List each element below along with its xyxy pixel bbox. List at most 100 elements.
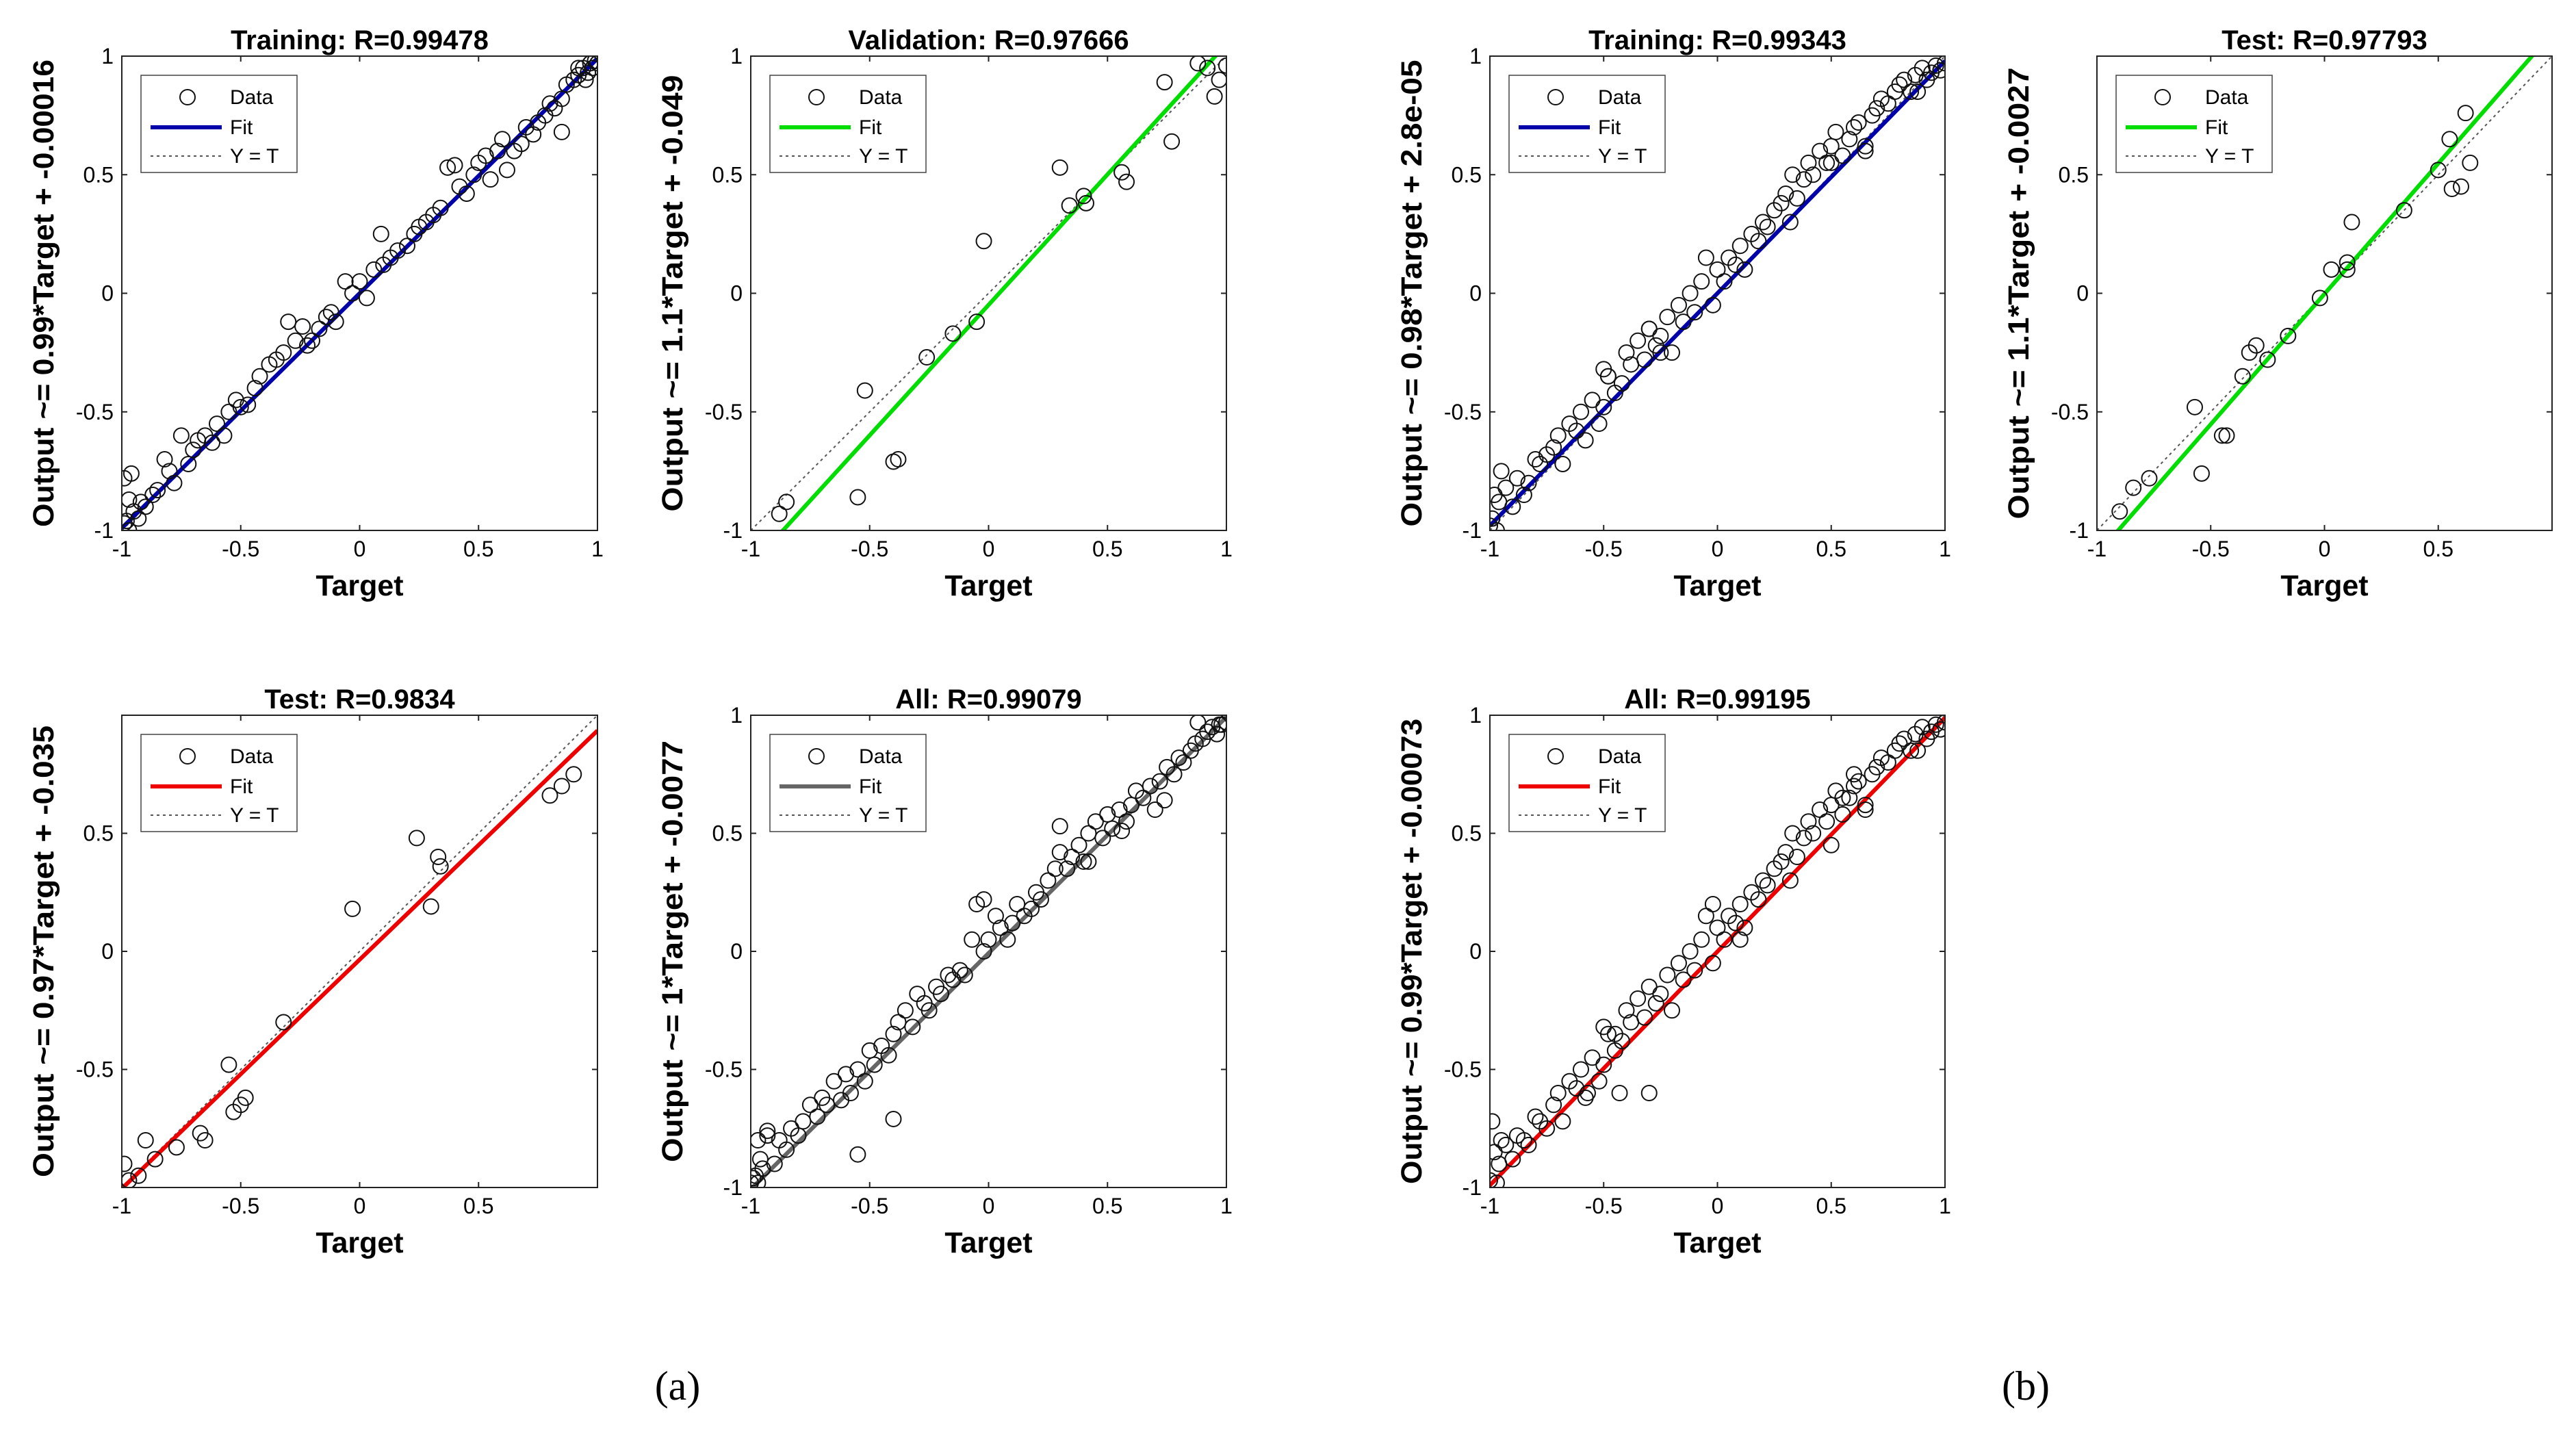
data-point xyxy=(399,237,415,255)
data-point xyxy=(498,162,515,179)
data-point xyxy=(553,90,570,107)
x-tick-label: 1 xyxy=(1220,1194,1233,1218)
data-point xyxy=(580,64,597,81)
data-point xyxy=(1004,914,1021,932)
data-point xyxy=(1080,825,1097,842)
data-point xyxy=(1577,432,1594,449)
y-tick-label: 0 xyxy=(1469,939,1482,964)
data-point xyxy=(1704,955,1721,972)
y-tick-label: 1 xyxy=(1469,44,1482,68)
data-point xyxy=(1659,966,1676,984)
data-point xyxy=(1909,742,1927,759)
data-point xyxy=(1490,1174,1505,1187)
data-point xyxy=(1061,197,1078,214)
x-axis-label: Target xyxy=(1673,569,1761,602)
data-point xyxy=(2441,131,2458,148)
data-point xyxy=(1175,754,1192,771)
data-point xyxy=(1652,344,1669,361)
data-point xyxy=(1868,100,1885,117)
x-tick-label: -1 xyxy=(741,1194,760,1218)
data-point xyxy=(1822,836,1840,853)
data-point xyxy=(838,1066,854,1083)
data-point xyxy=(161,463,178,480)
data-point xyxy=(240,396,257,413)
data-point xyxy=(1716,273,1733,290)
x-tick-label: 0 xyxy=(1712,1194,1724,1218)
data-point xyxy=(246,380,263,397)
legend: Data Fit Y = T xyxy=(140,734,298,832)
data-point xyxy=(304,332,320,349)
x-tick-label: -1 xyxy=(1480,537,1499,561)
data-point xyxy=(1113,823,1131,840)
legend-fit-label: Fit xyxy=(1598,116,1621,139)
data-point xyxy=(1697,249,1714,266)
data-point xyxy=(2343,214,2360,231)
legend-data-marker xyxy=(808,89,825,105)
data-point xyxy=(525,126,542,143)
data-point xyxy=(1795,830,1812,847)
data-point xyxy=(1520,1136,1537,1153)
data-point xyxy=(849,489,866,506)
data-point xyxy=(344,900,361,917)
legend: Data Fit Y = T xyxy=(769,734,927,832)
data-point xyxy=(1595,1056,1612,1073)
data-point xyxy=(1023,900,1040,917)
data-point xyxy=(1682,943,1699,960)
data-point xyxy=(1075,853,1092,870)
data-point xyxy=(866,1056,883,1073)
data-point xyxy=(432,858,449,875)
data-point xyxy=(1750,891,1767,908)
x-tick-label: -1 xyxy=(2087,537,2107,561)
data-point xyxy=(1846,118,1862,136)
y-tick-label: -0.5 xyxy=(705,1057,743,1082)
data-point xyxy=(920,1002,938,1019)
data-point xyxy=(2462,154,2479,171)
data-point xyxy=(751,1170,762,1187)
legend-data-label: Data xyxy=(1598,745,1642,768)
data-point xyxy=(1573,1061,1589,1078)
legend-identity-label: Y = T xyxy=(2205,145,2254,168)
data-point xyxy=(123,465,140,482)
subfigure-label-b: (b) xyxy=(2002,1363,2050,1409)
panels: -1 -0.5 0 0.5 1 -1 -0.5 0 0.5 1 Training: R=0.9947… xyxy=(27,25,2553,1259)
legend-data-marker xyxy=(1547,748,1564,765)
chart-title: Test: R=0.97793 xyxy=(2221,25,2427,55)
legend-identity-label: Y = T xyxy=(230,145,279,168)
data-point xyxy=(1731,896,1749,912)
data-point xyxy=(2193,465,2210,482)
data-point xyxy=(1590,1073,1608,1090)
data-point xyxy=(589,56,597,72)
chart-panel-5: -1 -0.5 0 0.5 1 -1 -0.5 0 0.5 1 Training: R=0.9934… xyxy=(1395,25,1951,602)
data-point xyxy=(1636,1009,1653,1026)
y-tick-label: -0.5 xyxy=(1444,1057,1482,1082)
data-point xyxy=(890,451,907,468)
x-axis-label: Target xyxy=(944,1227,1032,1259)
y-tick-label: 1 xyxy=(1469,703,1482,728)
data-point xyxy=(185,441,202,459)
data-point xyxy=(1218,715,1226,731)
x-tick-label: 0.5 xyxy=(463,537,493,561)
data-point xyxy=(565,71,582,88)
data-point xyxy=(237,1089,254,1106)
data-point xyxy=(1568,422,1585,439)
plot-content xyxy=(122,715,597,1187)
data-point xyxy=(1490,522,1505,530)
y-axis-label: Output ~= 1.1*Target + -0.0027 xyxy=(2002,68,2035,519)
data-point xyxy=(1111,801,1128,818)
data-point xyxy=(1538,1120,1556,1137)
data-point xyxy=(1490,1172,1498,1187)
y-tick-label: -0.5 xyxy=(76,400,114,424)
data-point xyxy=(1199,723,1216,741)
x-axis-label: Target xyxy=(315,1227,403,1259)
data-point xyxy=(1868,758,1885,775)
data-point xyxy=(172,427,190,444)
data-point xyxy=(759,1127,776,1144)
y-tick-label: -0.5 xyxy=(2051,400,2089,424)
chart-title: All: R=0.99079 xyxy=(895,684,1081,715)
data-point xyxy=(1750,233,1767,250)
subfigure-label-a: (a) xyxy=(655,1363,701,1409)
data-point xyxy=(819,1096,836,1114)
data-point xyxy=(1613,375,1630,392)
data-point xyxy=(890,1014,907,1031)
data-point xyxy=(577,71,594,88)
